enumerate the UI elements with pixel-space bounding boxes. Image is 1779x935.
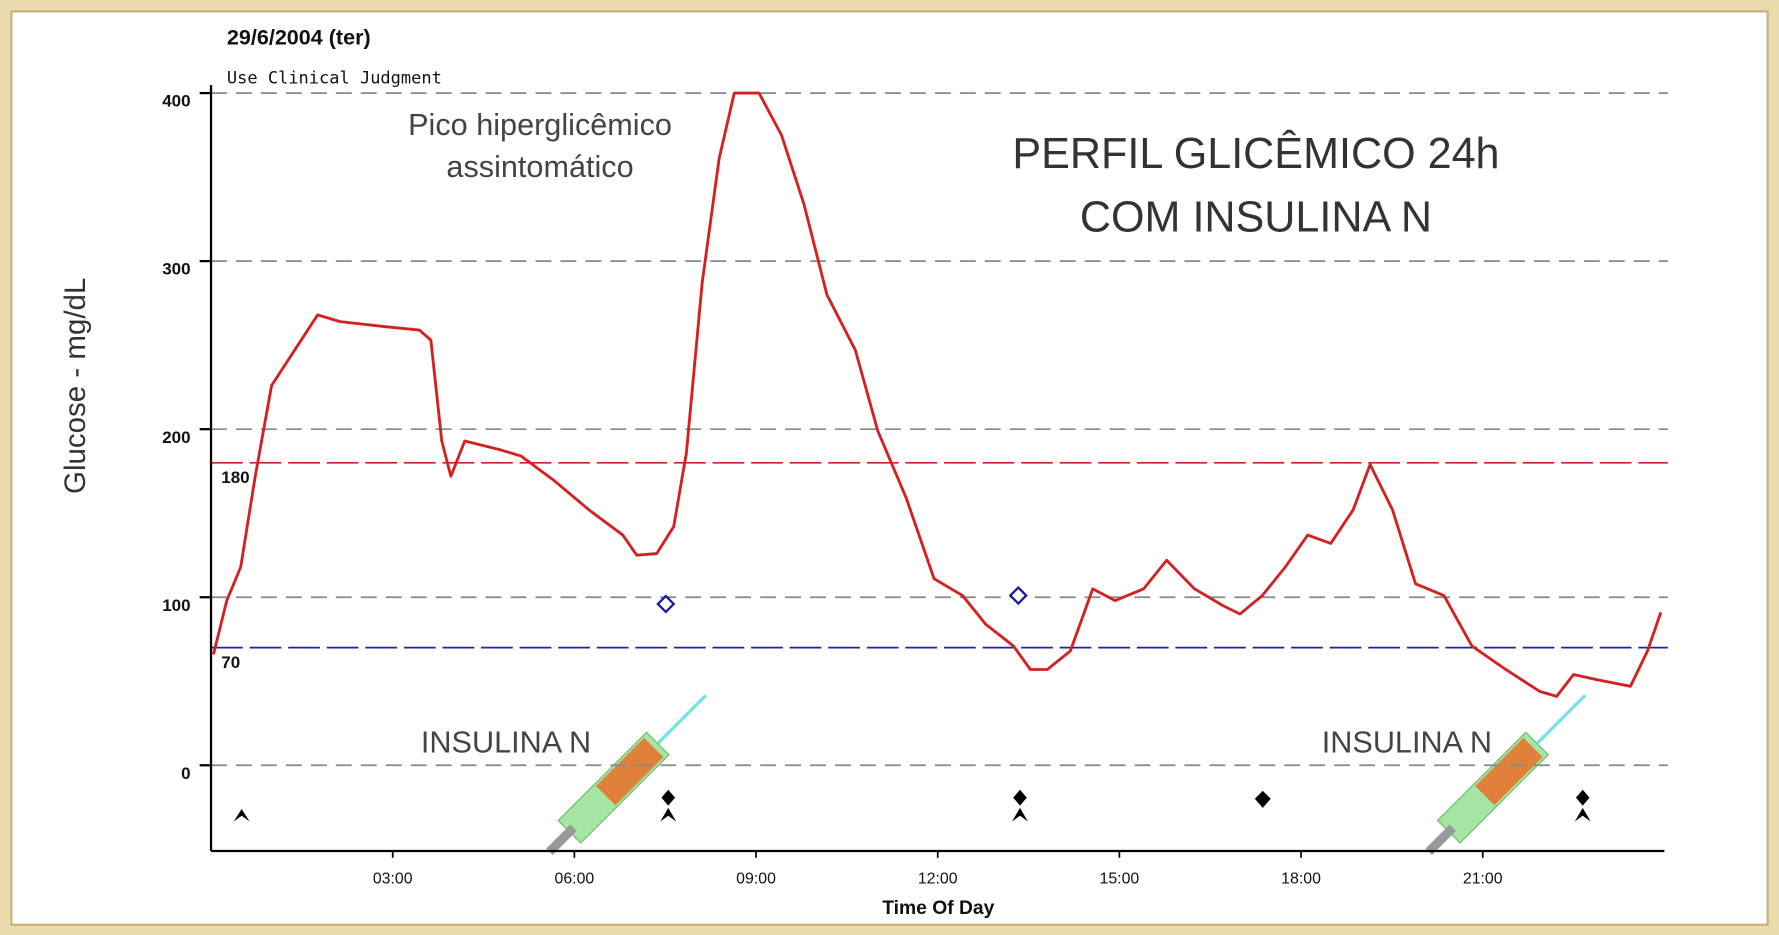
x-tick-label: 09:00 (736, 871, 776, 888)
y-tick-label: 0 (181, 764, 190, 783)
y-tick-label: 400 (162, 92, 190, 111)
chart: 29/6/2004 (ter) Use Clinical Judgment Gl… (0, 0, 1779, 935)
x-axis-label: Time Of Day (882, 898, 994, 919)
reference-label: 180 (221, 468, 249, 487)
annotation: PERFIL GLICÊMICO 24h (1012, 130, 1499, 178)
x-tick-label: 18:00 (1281, 871, 1321, 888)
x-tick-label: 12:00 (918, 871, 958, 888)
x-tick-label: 06:00 (555, 871, 595, 888)
x-tick-label: 21:00 (1463, 871, 1503, 888)
y-tick-label: 100 (162, 596, 190, 615)
reference-label: 70 (221, 653, 240, 672)
annotation: Pico hiperglicêmico (408, 108, 672, 142)
annotation: INSULINA N (1322, 725, 1492, 759)
annotation: INSULINA N (421, 725, 591, 759)
y-tick-label: 200 (162, 428, 190, 447)
annotation: COM INSULINA N (1080, 194, 1432, 242)
x-tick-label: 15:00 (1100, 871, 1140, 888)
annotation: assintomático (446, 150, 633, 184)
chart-title: 29/6/2004 (ter) (227, 24, 371, 49)
subtitle: Use Clinical Judgment (227, 68, 442, 88)
y-tick-label: 300 (162, 260, 190, 279)
y-axis-label: Glucose - mg/dL (59, 278, 92, 494)
x-tick-label: 03:00 (373, 871, 413, 888)
